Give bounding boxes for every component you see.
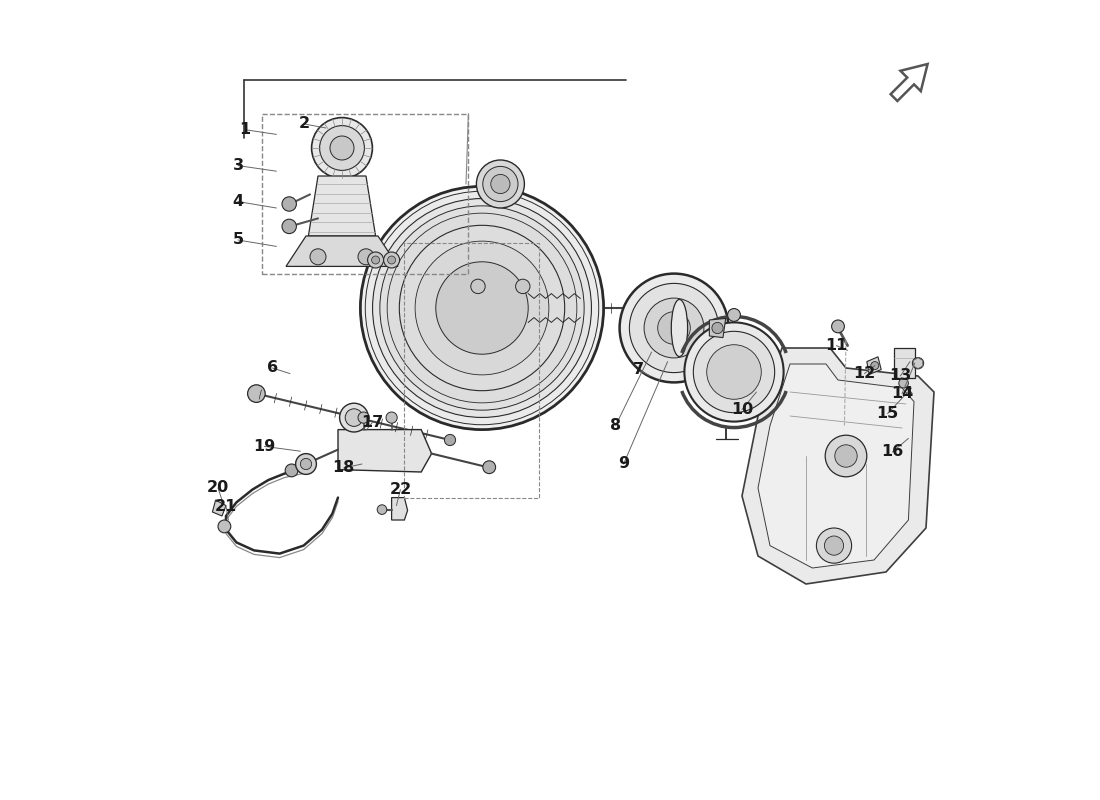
Text: 12: 12 bbox=[854, 366, 876, 381]
Circle shape bbox=[377, 505, 387, 514]
Text: 10: 10 bbox=[730, 402, 754, 417]
Circle shape bbox=[516, 279, 530, 294]
Text: 18: 18 bbox=[332, 461, 354, 475]
Circle shape bbox=[832, 320, 845, 333]
Circle shape bbox=[816, 528, 851, 563]
Bar bbox=[405, 243, 539, 498]
Circle shape bbox=[471, 279, 485, 294]
Text: 13: 13 bbox=[889, 369, 912, 383]
Text: 6: 6 bbox=[267, 361, 278, 375]
Circle shape bbox=[619, 274, 728, 382]
Circle shape bbox=[340, 403, 368, 432]
Circle shape bbox=[871, 362, 879, 370]
Circle shape bbox=[379, 206, 584, 410]
Bar bbox=[262, 114, 469, 274]
Circle shape bbox=[361, 186, 604, 430]
Text: 21: 21 bbox=[214, 499, 238, 514]
Polygon shape bbox=[392, 498, 408, 520]
Circle shape bbox=[672, 300, 688, 316]
Circle shape bbox=[899, 378, 909, 388]
Text: 11: 11 bbox=[825, 338, 847, 353]
Circle shape bbox=[218, 520, 231, 533]
Text: 4: 4 bbox=[232, 194, 243, 209]
Circle shape bbox=[345, 409, 363, 426]
Circle shape bbox=[372, 256, 379, 264]
Circle shape bbox=[285, 464, 298, 477]
Circle shape bbox=[491, 174, 510, 194]
Text: 2: 2 bbox=[299, 117, 310, 131]
Circle shape bbox=[330, 136, 354, 160]
Circle shape bbox=[483, 166, 518, 202]
Polygon shape bbox=[338, 430, 431, 472]
Text: 14: 14 bbox=[891, 386, 913, 401]
Text: 3: 3 bbox=[232, 158, 243, 173]
Text: 8: 8 bbox=[610, 418, 621, 433]
Circle shape bbox=[365, 191, 598, 425]
Text: 20: 20 bbox=[207, 481, 229, 495]
Circle shape bbox=[645, 298, 704, 358]
Circle shape bbox=[658, 312, 691, 344]
Circle shape bbox=[248, 385, 265, 402]
Circle shape bbox=[824, 536, 844, 555]
Circle shape bbox=[684, 322, 783, 422]
Circle shape bbox=[387, 213, 576, 403]
Polygon shape bbox=[456, 264, 544, 296]
Text: 15: 15 bbox=[877, 406, 899, 421]
Circle shape bbox=[825, 435, 867, 477]
Circle shape bbox=[358, 412, 370, 423]
Circle shape bbox=[282, 219, 296, 234]
Polygon shape bbox=[867, 357, 881, 374]
Circle shape bbox=[629, 283, 718, 373]
Polygon shape bbox=[758, 364, 914, 568]
Circle shape bbox=[387, 256, 396, 264]
Circle shape bbox=[476, 160, 525, 208]
Text: 9: 9 bbox=[618, 457, 629, 471]
Text: 22: 22 bbox=[389, 482, 411, 497]
Circle shape bbox=[373, 198, 592, 418]
Polygon shape bbox=[472, 206, 529, 264]
Circle shape bbox=[367, 252, 384, 268]
Polygon shape bbox=[286, 236, 398, 266]
Circle shape bbox=[727, 309, 740, 322]
Circle shape bbox=[320, 126, 364, 170]
Circle shape bbox=[706, 345, 761, 399]
Text: 17: 17 bbox=[361, 415, 384, 430]
Circle shape bbox=[300, 458, 311, 470]
Circle shape bbox=[912, 358, 924, 369]
Polygon shape bbox=[894, 348, 915, 378]
Polygon shape bbox=[308, 176, 375, 236]
Text: 7: 7 bbox=[632, 362, 644, 377]
Text: 1: 1 bbox=[239, 122, 250, 137]
Circle shape bbox=[282, 197, 296, 211]
Circle shape bbox=[712, 322, 723, 334]
Circle shape bbox=[296, 454, 317, 474]
Circle shape bbox=[693, 331, 774, 413]
Text: 5: 5 bbox=[232, 233, 243, 247]
Ellipse shape bbox=[671, 299, 688, 357]
Circle shape bbox=[358, 249, 374, 265]
Circle shape bbox=[444, 434, 455, 446]
Circle shape bbox=[311, 118, 373, 178]
Text: 19: 19 bbox=[253, 439, 275, 454]
Circle shape bbox=[436, 262, 528, 354]
Polygon shape bbox=[913, 358, 923, 369]
Polygon shape bbox=[212, 500, 226, 516]
Polygon shape bbox=[710, 318, 726, 338]
Circle shape bbox=[386, 412, 397, 423]
Circle shape bbox=[384, 252, 399, 268]
Circle shape bbox=[483, 461, 496, 474]
Circle shape bbox=[415, 241, 549, 375]
Text: 16: 16 bbox=[881, 445, 903, 459]
Circle shape bbox=[310, 249, 326, 265]
Polygon shape bbox=[742, 348, 934, 584]
Circle shape bbox=[703, 363, 716, 376]
Circle shape bbox=[835, 445, 857, 467]
